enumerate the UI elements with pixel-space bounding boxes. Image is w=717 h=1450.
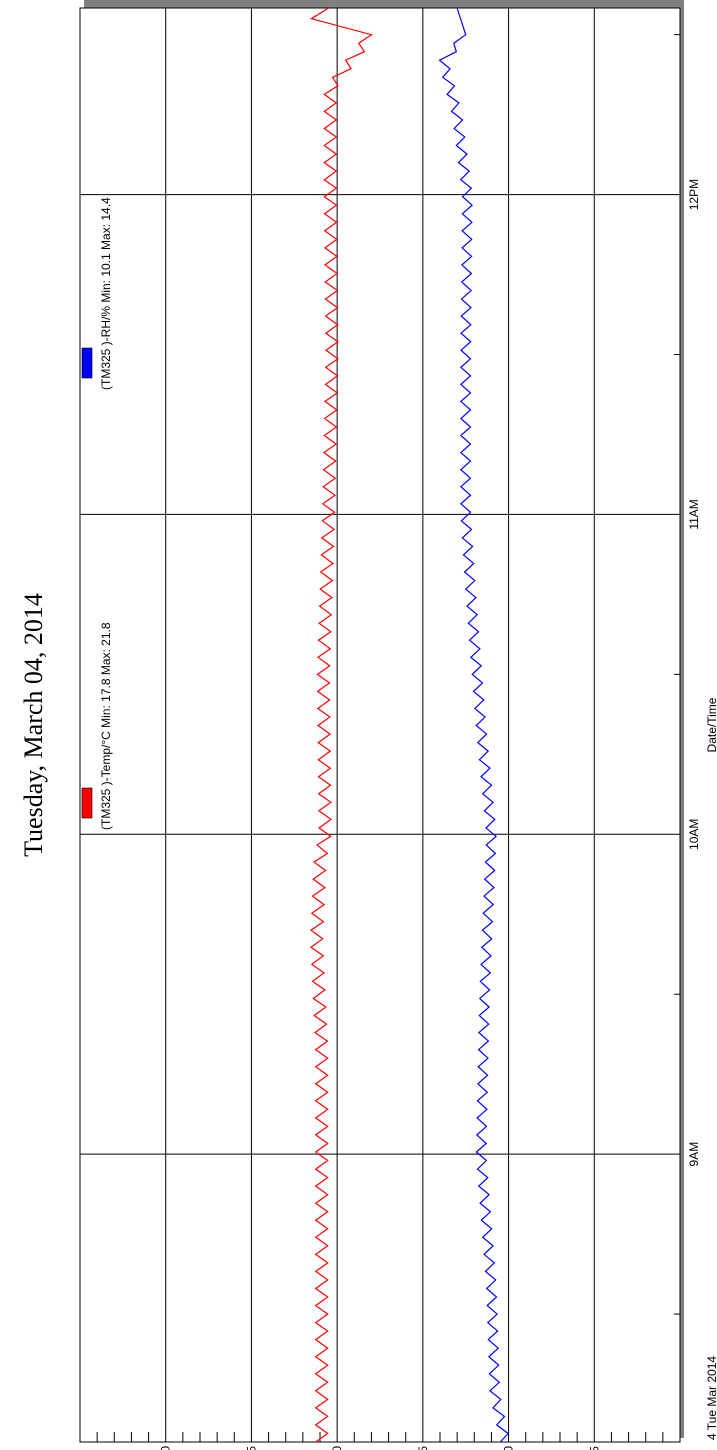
- plot-area: [79, 7, 681, 1443]
- y-tick-label: 20: [330, 1446, 344, 1450]
- axis-ticks: [96, 34, 680, 1442]
- legend-swatch: [81, 787, 93, 819]
- legend-swatch: [81, 347, 93, 379]
- y-tick-label: 5: [587, 1446, 601, 1450]
- temperature-series-line: [309, 7, 373, 1443]
- x-tick-label: 12PM: [687, 179, 701, 210]
- text-labels: 5 10 15 20 25 30 9AM 10AM 11AM 12PM: [159, 179, 701, 1450]
- x-tick-label: 9AM: [687, 1142, 701, 1167]
- rotated-chart: 5 10 15 20 25 30 9AM 10AM 11AM 12PM (TM325 )-Temp…: [19, 0, 717, 1450]
- y-tick-label: 25: [244, 1446, 258, 1450]
- y-tick-label: 30: [159, 1446, 173, 1450]
- legend: (TM325 )-Temp/°C Min: 17.8 Max: 21.8 (TM3…: [81, 197, 113, 830]
- grid-lines: [80, 8, 680, 1442]
- chart-title: Tuesday, March 04, 2014: [19, 593, 48, 857]
- y-tick-label: 10: [502, 1446, 516, 1450]
- x-tick-label: 11AM: [687, 499, 701, 529]
- legend-label: (TM325 )-RH/% Min: 10.1 Max: 14.4: [99, 197, 113, 390]
- x-start-label: 4 Tue Mar 2014: [705, 1356, 717, 1440]
- series-layer: [309, 7, 509, 1443]
- y-tick-label: 15: [416, 1446, 430, 1450]
- x-axis-label: Date/Time: [705, 697, 717, 752]
- humidity-series-line: [438, 7, 509, 1443]
- legend-label: (TM325 )-Temp/°C Min: 17.8 Max: 21.8: [99, 622, 113, 830]
- x-tick-label: 10AM: [687, 819, 701, 850]
